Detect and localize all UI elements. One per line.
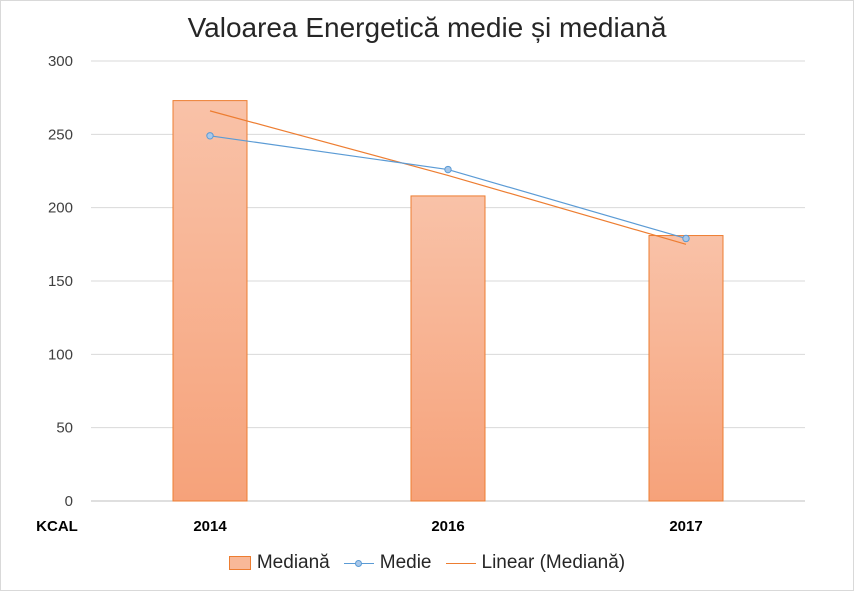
legend-label-medie: Medie <box>379 552 432 573</box>
point-medie-2017 <box>682 234 690 243</box>
legend-swatch-medie <box>343 556 374 570</box>
y-tick-label: 300 <box>48 53 73 70</box>
chart-title: Valoarea Energetică medie și mediană <box>187 12 667 43</box>
bar-2017 <box>648 235 724 502</box>
legend-swatch-mediana <box>228 556 251 570</box>
x-category-label: 2014 <box>193 518 227 535</box>
legend-swatch-linear <box>445 556 476 570</box>
y-tick-label: 50 <box>56 420 73 437</box>
y-tick-label: 100 <box>48 346 73 363</box>
legend-item-mediana: Mediană <box>228 552 330 574</box>
legend-item-medie: Medie <box>343 552 432 574</box>
legend-label-mediana: Mediană <box>256 552 330 573</box>
point-medie-2014 <box>206 132 214 140</box>
y-tick-label: 150 <box>48 273 73 290</box>
y-tick-label: 0 <box>65 493 73 510</box>
x-category-label: 2016 <box>431 518 464 535</box>
bar-2016 <box>410 195 486 502</box>
y-axis-label: KCAL <box>36 518 78 535</box>
trendline-mediana <box>209 110 687 245</box>
y-tick-label: 250 <box>48 126 73 143</box>
x-category-label: 2017 <box>669 518 702 535</box>
legend-item-linear: Linear (Mediană) <box>445 552 626 574</box>
point-medie-2016 <box>444 165 452 174</box>
bar-2014 <box>172 100 248 502</box>
legend-label-linear: Linear (Mediană) <box>481 552 626 573</box>
legend: Mediană Medie Linear (Mediană) <box>0 552 854 574</box>
y-tick-label: 200 <box>48 200 73 217</box>
